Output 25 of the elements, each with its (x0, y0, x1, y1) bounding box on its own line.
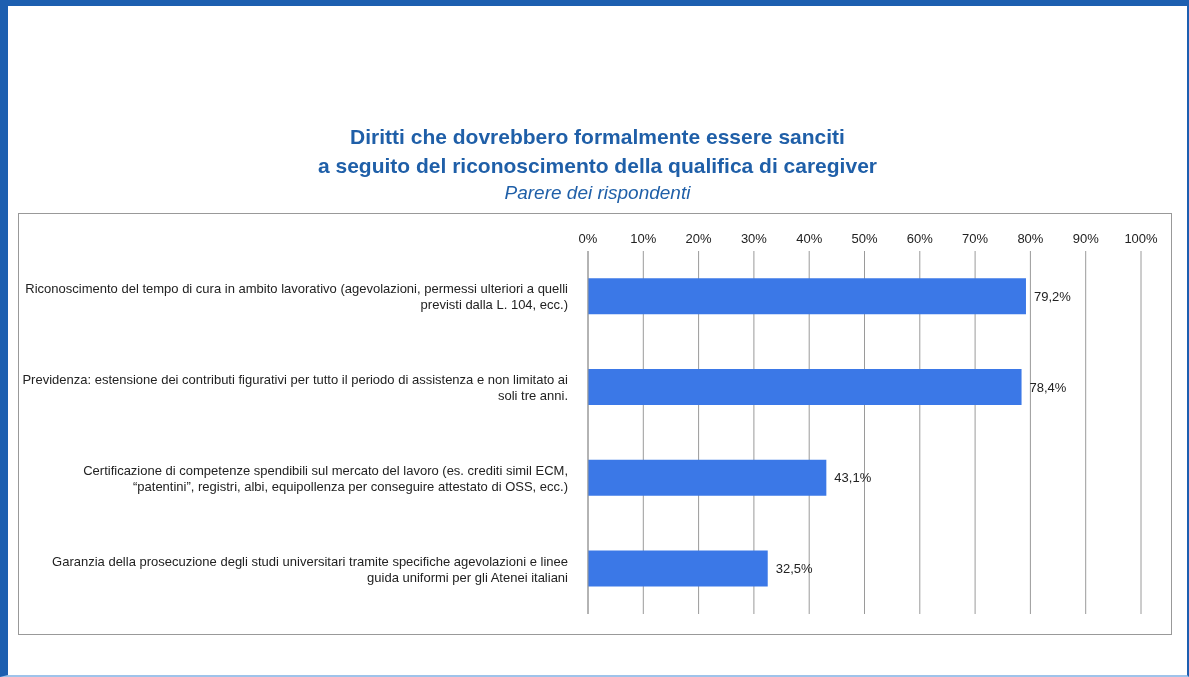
y-tick-label: Riconoscimento del tempo di cura in ambito lavorativo (agevolazioni, permessi ulteriori a quelli previsti dalla L. 104, ecc.) (25, 280, 569, 312)
x-tick-label: 90% (1072, 231, 1100, 246)
x-tick-label: 100% (1124, 231, 1159, 246)
x-tick-label: 10% (630, 231, 657, 246)
x-tick-label: 40% (796, 231, 823, 246)
x-tick-label: 30% (740, 231, 768, 246)
y-tick-label: Previdenza: estensione dei contributi figurativi per tutto il periodo di assistenza e non limitato ai soli tre anni. (22, 371, 569, 403)
y-tick-label: Certificazione di competenze spendibili sul mercato del lavoro (es. crediti simil ECM, “patentini”, registri, albi, equipollenza per conseguire attestato di OSS, ecc.) (83, 462, 568, 494)
x-tick-label: 80% (1017, 231, 1044, 246)
data-label: 32,5% (775, 561, 814, 577)
data-label: 78,4% (1029, 379, 1067, 395)
chart-title: Diritti che dovrebbero formalmente essere sanciti a seguito del riconoscimento della qualifica di caregiver (317, 124, 878, 179)
x-tick-label: 0% (578, 231, 598, 246)
y-tick-label: Garanzia della prosecuzione degli studi universitari tramite specifiche agevolazioni e linee guida uniformi per gli Atenei italiani (52, 553, 569, 585)
bar (588, 550, 768, 587)
x-tick-label: 60% (906, 231, 934, 246)
chart-subtitle: Parere dei rispondenti (503, 182, 692, 204)
bar (588, 459, 827, 496)
bar (588, 278, 1026, 315)
data-label: 79,2% (1033, 288, 1072, 304)
bar (588, 368, 1022, 405)
x-tick-label: 70% (962, 231, 989, 246)
data-label: 43,1% (834, 470, 872, 486)
x-tick-label: 20% (685, 231, 713, 246)
x-tick-label: 50% (851, 231, 878, 246)
